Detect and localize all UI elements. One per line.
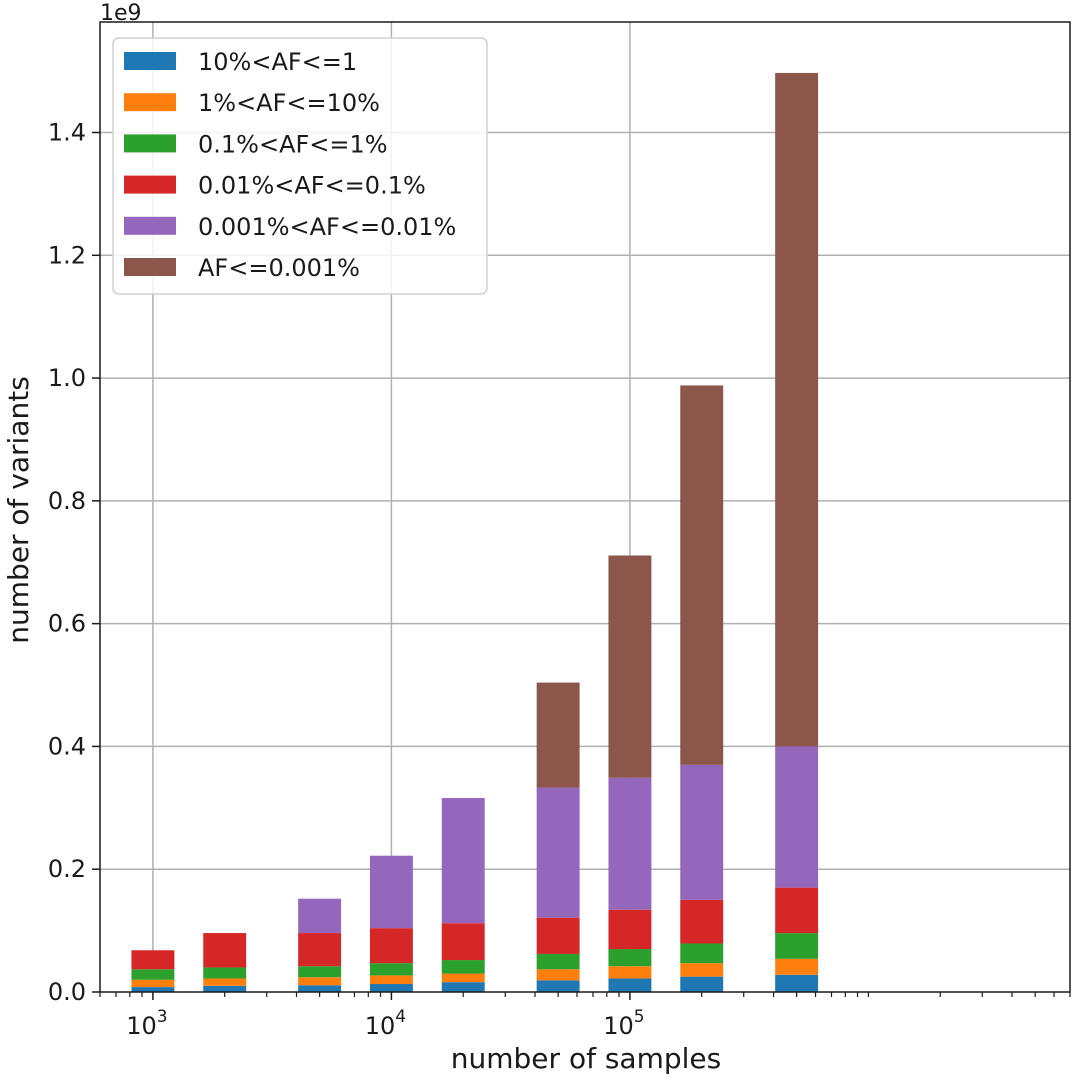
y-tick-label: 0.2 (48, 855, 86, 883)
x-axis-label: number of samples (451, 1042, 721, 1075)
legend-label: 0.01%<AF<=0.1% (198, 172, 426, 200)
bar-segment (608, 909, 652, 950)
bar-segment (608, 777, 652, 910)
bar-segment (680, 385, 724, 765)
y-offset-label: 1e9 (100, 1, 142, 26)
bar-segment (536, 969, 580, 981)
bar-segment (203, 933, 247, 968)
bar-segment (298, 898, 342, 934)
bar-segment (441, 923, 485, 961)
plot-frame (99, 21, 1071, 993)
x-tick-base: 10 (365, 1012, 396, 1040)
bar-segment (441, 982, 485, 992)
bar-segment (298, 966, 342, 978)
bar-segment (608, 978, 652, 992)
x-tick-label: 104 (365, 1007, 406, 1040)
bar-segment (441, 973, 485, 983)
x-tick-exponent: 4 (395, 1007, 406, 1027)
bar-segment (131, 979, 175, 988)
legend-swatch (124, 52, 176, 70)
bar-segment (680, 963, 724, 977)
bar-segment (369, 928, 413, 964)
bar-segment (775, 72, 819, 747)
x-tick-exponent: 5 (634, 1007, 645, 1027)
bar-segment (536, 787, 580, 918)
bar-segment (298, 933, 342, 967)
bars (131, 72, 819, 992)
bar-segment (680, 764, 724, 900)
x-tick-label: 105 (603, 1007, 644, 1040)
bar-segment (775, 958, 819, 975)
x-tick-base: 10 (603, 1012, 634, 1040)
bar-segment (369, 963, 413, 976)
legend-label: 0.1%<AF<=1% (198, 130, 388, 158)
bar-segment (131, 987, 175, 992)
y-tick-label: 1.0 (48, 364, 86, 392)
bar-segment (680, 976, 724, 992)
legend-swatch (124, 134, 176, 153)
bar-segment (298, 985, 342, 992)
legend-swatch (124, 258, 176, 276)
bar-segment (369, 975, 413, 985)
bar-segment (369, 855, 413, 929)
bar-segment (203, 967, 247, 979)
legend-label: 10%<AF<=1 (198, 48, 357, 76)
legend-label: 0.001%<AF<=0.01% (198, 213, 456, 241)
bar-segment (608, 555, 652, 778)
bar-segment (131, 950, 175, 970)
y-tick-label: 0.6 (48, 610, 86, 638)
bar-segment (203, 985, 247, 992)
bar-segment (536, 917, 580, 954)
y-tick-label: 1.2 (48, 241, 86, 269)
y-axis-ticks: 0.0 0.2 0.4 0.6 0.8 1.0 1.2 1.4 (48, 119, 100, 1006)
y-tick-label: 0.8 (48, 487, 86, 515)
bar-segment (608, 966, 652, 979)
x-axis-ticks: 103 104 105 (99, 992, 1071, 1040)
x-tick-exponent: 3 (157, 1007, 168, 1027)
bar-segment (536, 682, 580, 788)
legend-label: AF<=0.001% (198, 254, 360, 282)
bar-segment (680, 899, 724, 944)
bar-segment (680, 943, 724, 964)
legend: 10%<AF<=1 1%<AF<=10% 0.1%<AF<=1% 0.01%<AF<=… (112, 37, 488, 295)
bar-segment (369, 984, 413, 992)
legend-swatch (124, 93, 176, 112)
bar-segment (608, 949, 652, 967)
bar-segment (298, 977, 342, 986)
y-axis-label: number of variants (2, 376, 35, 644)
bar-segment (441, 960, 485, 974)
bar-segment (536, 980, 580, 992)
bar-segment (536, 953, 580, 970)
legend-label: 1%<AF<=10% (198, 89, 380, 117)
legend-swatch (124, 175, 176, 194)
bar-segment (775, 974, 819, 992)
bar-segment (131, 969, 175, 980)
y-tick-label: 0.4 (48, 732, 86, 760)
legend-box (112, 37, 488, 295)
bar-segment (441, 798, 485, 924)
x-tick-base: 10 (126, 1012, 157, 1040)
y-tick-label: 0.0 (48, 978, 86, 1006)
bar-segment (775, 933, 819, 959)
bar-segment (775, 746, 819, 888)
bar-segment (775, 887, 819, 934)
legend-swatch (124, 216, 176, 235)
x-tick-label: 103 (126, 1007, 167, 1040)
bar-segment (203, 978, 247, 986)
y-tick-label: 1.4 (48, 119, 86, 147)
